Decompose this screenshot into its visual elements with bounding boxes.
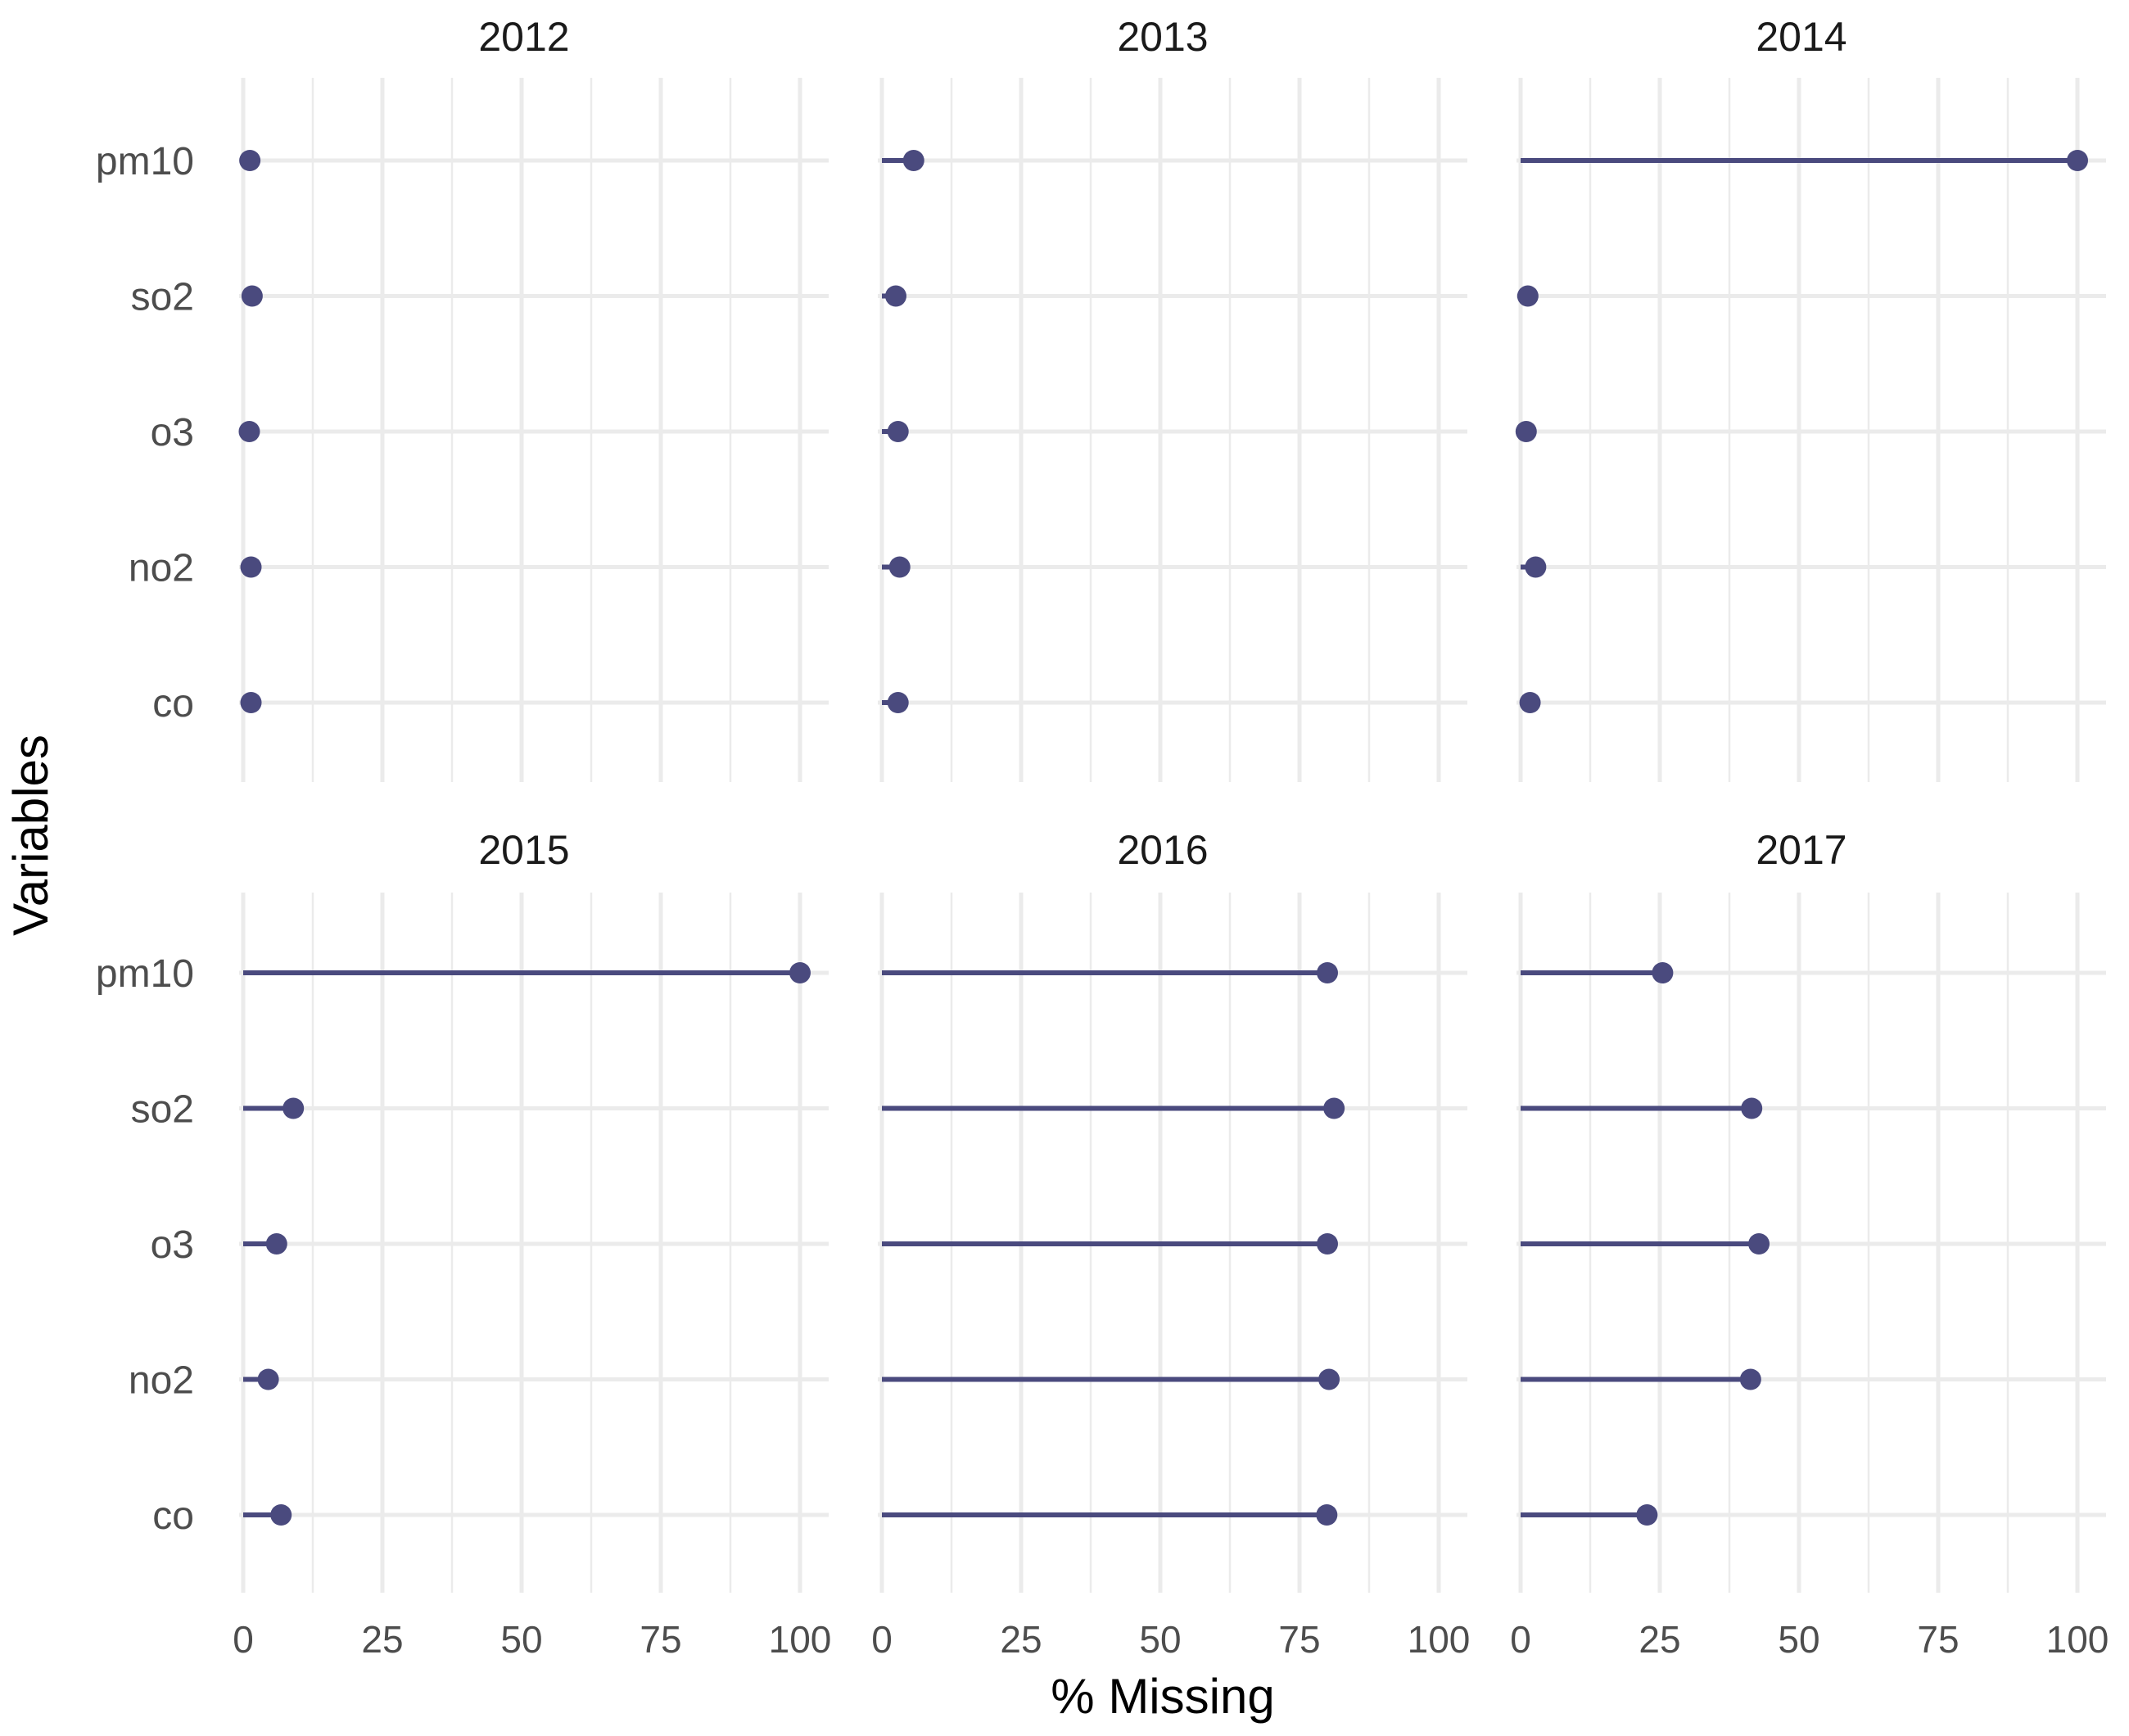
panel-title: 2017: [1756, 827, 1846, 873]
x-tick-label: 0: [233, 1618, 254, 1661]
lollipop-point-pm10: [239, 150, 261, 171]
lollipop-point-pm10: [2067, 150, 2088, 171]
y-tick-label: no2: [129, 547, 194, 590]
y-tick-label: co: [152, 1494, 194, 1538]
x-tick-label: 75: [1917, 1618, 1959, 1661]
panel-2012: 2012 pm10 so2 o3 no2 co: [96, 14, 829, 782]
lollipop-point-no2: [1318, 1368, 1340, 1390]
lollipop-point-pm10: [789, 962, 811, 983]
lollipop-point-co: [1636, 1504, 1658, 1526]
x-tick-label: 50: [500, 1618, 542, 1661]
lollipop-point-co: [1316, 1504, 1338, 1526]
lollipop-point-no2: [240, 556, 262, 578]
x-tick-label: 100: [2046, 1618, 2109, 1661]
lollipop-point-so2: [241, 285, 263, 307]
lollipop-point-so2: [1323, 1097, 1345, 1119]
panel-title: 2015: [478, 827, 569, 873]
panel-2016: 2016 0 25 50 75 100: [871, 827, 1470, 1661]
lollipop-point-co: [270, 1504, 292, 1526]
lollipop-point-so2: [283, 1097, 305, 1119]
lollipop-point-co: [887, 692, 909, 713]
panel-2013: 2013: [878, 14, 1467, 782]
lollipop-point-no2: [1739, 1368, 1761, 1390]
x-tick-label: 0: [871, 1618, 893, 1661]
x-tick-label: 50: [1778, 1618, 1819, 1661]
x-tick-label: 100: [769, 1618, 832, 1661]
lollipop-point-o3: [1748, 1233, 1770, 1255]
lollipop-point-so2: [885, 285, 906, 307]
y-tick-label: co: [152, 682, 194, 726]
y-tick-label: o3: [151, 1223, 194, 1267]
panel-2014: 2014: [1515, 14, 2106, 782]
lollipop-point-co: [1519, 692, 1541, 713]
panel-title: 2013: [1117, 14, 1208, 60]
lollipop-point-o3: [238, 421, 260, 442]
facet-panels: 2012 pm10 so2 o3 no2 co 2013 2014 2015 pm10 so2 o3 n…: [96, 14, 2109, 1661]
x-tick-label: 75: [1278, 1618, 1320, 1661]
lollipop-point-so2: [1741, 1097, 1763, 1119]
lollipop-point-no2: [257, 1368, 279, 1390]
panel-title: 2012: [478, 14, 569, 60]
x-tick-label: 0: [1510, 1618, 1531, 1661]
y-tick-label: no2: [129, 1359, 194, 1403]
lollipop-point-so2: [1517, 285, 1539, 307]
x-tick-label: 25: [1000, 1618, 1042, 1661]
x-tick-label: 50: [1139, 1618, 1181, 1661]
lollipop-point-no2: [1525, 556, 1547, 578]
lollipop-point-o3: [887, 421, 909, 442]
y-tick-label: pm10: [96, 140, 194, 183]
y-tick-label: so2: [131, 276, 194, 319]
lollipop-point-o3: [1317, 1233, 1338, 1255]
x-tick-label: 75: [640, 1618, 681, 1661]
lollipop-point-pm10: [1317, 962, 1338, 983]
lollipop-point-pm10: [1652, 962, 1674, 983]
lollipop-point-co: [240, 692, 262, 713]
y-tick-label: so2: [131, 1088, 194, 1132]
panel-title: 2016: [1117, 827, 1208, 873]
x-tick-label: 100: [1408, 1618, 1471, 1661]
x-axis-title: % Missing: [1051, 1669, 1274, 1724]
panel-2017: 2017 0 25 50 75 100: [1510, 827, 2109, 1661]
x-tick-label: 25: [361, 1618, 403, 1661]
panel-title: 2014: [1756, 14, 1846, 60]
x-tick-label: 25: [1639, 1618, 1680, 1661]
panel-2015: 2015 pm10 so2 o3 no2 co 0 25 50 75 100: [96, 827, 831, 1661]
y-tick-label: o3: [151, 411, 194, 454]
lollipop-point-o3: [265, 1233, 287, 1255]
y-tick-label: pm10: [96, 952, 194, 996]
lollipop-point-no2: [888, 556, 911, 578]
y-axis-title: Variables: [3, 735, 58, 936]
lollipop-point-o3: [1515, 421, 1537, 442]
lollipop-point-pm10: [902, 150, 924, 171]
